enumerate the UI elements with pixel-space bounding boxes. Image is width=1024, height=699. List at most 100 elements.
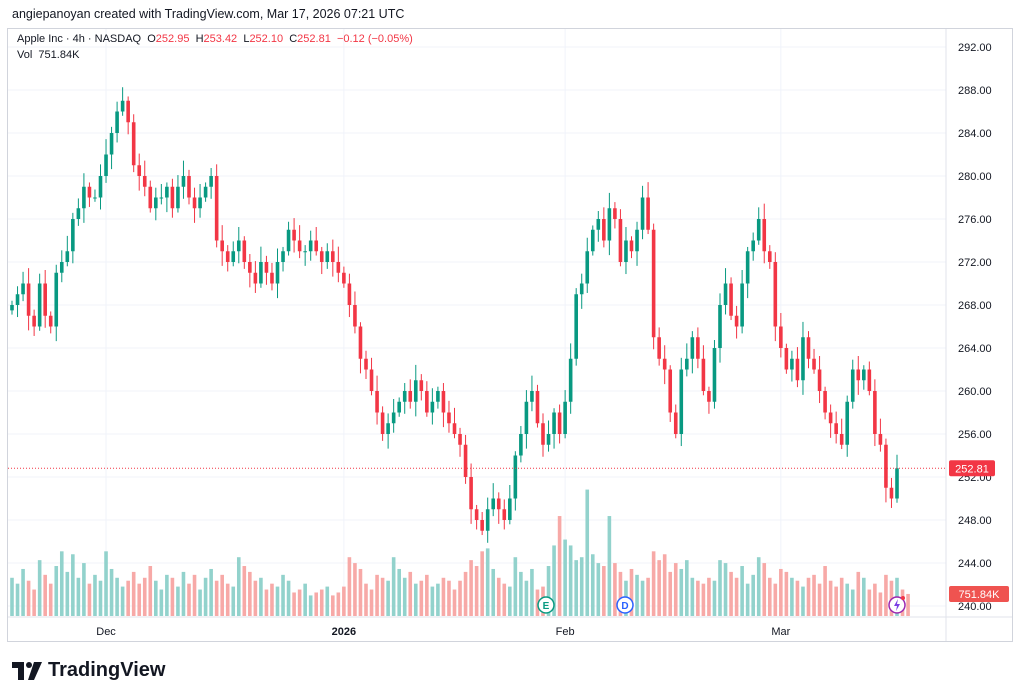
candle-body	[856, 369, 861, 381]
candle-body	[629, 240, 634, 252]
volume-bar	[76, 577, 81, 616]
volume-bar	[15, 583, 20, 616]
candle-body	[839, 434, 844, 445]
volume-bar	[685, 560, 689, 616]
volume-bar	[386, 580, 390, 616]
volume-bar	[519, 571, 523, 616]
candle-body	[712, 348, 717, 402]
volume-bar	[563, 539, 567, 616]
volume-legend: Vol 751.84K	[17, 49, 79, 61]
volume-bar	[71, 554, 75, 616]
candle-body	[82, 186, 86, 209]
volume-value: 751.84K	[38, 49, 80, 61]
volume-bar	[828, 580, 833, 616]
candle-body	[353, 305, 357, 327]
candle-body	[718, 305, 722, 348]
last-volume-badge	[949, 586, 1009, 602]
candle-body	[862, 369, 866, 381]
candle-body	[297, 240, 302, 252]
candle-body	[635, 229, 639, 252]
y-tick-label: 284.00	[958, 128, 992, 140]
earnings-marker-label: E	[543, 601, 550, 612]
volume-bar	[54, 566, 59, 616]
last-volume-label: 751.84K	[959, 589, 1001, 601]
candle-body	[690, 337, 695, 359]
candle-body	[386, 423, 390, 434]
candle-body	[314, 240, 319, 252]
volume-bar	[590, 554, 595, 616]
candle-body	[696, 337, 700, 359]
volume-bar	[779, 568, 783, 616]
volume-bar	[701, 583, 706, 616]
candle-body	[242, 240, 247, 262]
y-tick-label: 272.00	[958, 257, 992, 269]
candle-body	[154, 197, 158, 209]
candle-body	[71, 219, 75, 252]
candle-body	[248, 262, 252, 273]
last-price-badge	[949, 460, 995, 477]
volume-bar	[225, 583, 230, 616]
tradingview-logo[interactable]: TradingView	[12, 659, 165, 682]
candle-body	[602, 219, 606, 241]
volume-bar	[745, 583, 750, 616]
volume-bar	[292, 592, 296, 616]
open-label: O	[147, 33, 156, 45]
candle-body	[264, 262, 269, 273]
volume-bar	[740, 566, 744, 616]
volume-bar	[253, 580, 258, 616]
volume-bar	[187, 583, 191, 616]
candle-body	[148, 186, 153, 209]
volume-bar	[707, 577, 711, 616]
candle-body	[187, 176, 191, 198]
volume-bar	[391, 557, 396, 616]
candle-body	[93, 197, 97, 199]
candle-body	[828, 412, 833, 424]
candle-body	[198, 197, 202, 209]
candle-body	[37, 283, 42, 327]
candle-body	[745, 251, 750, 284]
candle-body	[203, 186, 208, 198]
candle-body	[231, 251, 236, 262]
chart-frame	[7, 28, 1013, 642]
candle-body	[452, 423, 457, 434]
volume-bar	[270, 583, 274, 616]
volume-bar	[469, 560, 473, 616]
volume-bar	[419, 580, 424, 616]
candle-body	[10, 305, 14, 311]
candle-body	[823, 391, 827, 413]
volume-bar	[657, 560, 661, 616]
candle-body	[618, 219, 623, 262]
candle-body	[657, 337, 661, 359]
high-label: H	[195, 33, 204, 45]
volume-bar	[369, 589, 374, 616]
candle-body	[236, 240, 241, 252]
candle-body	[568, 358, 573, 402]
candle-body	[170, 186, 175, 209]
low-label: L	[243, 33, 250, 45]
candle-body	[734, 315, 739, 327]
volume-bar	[491, 568, 496, 616]
candle-body	[342, 272, 346, 284]
candle-body	[32, 315, 36, 327]
volume-label: Vol	[17, 49, 33, 61]
volume-bar	[220, 574, 224, 616]
volume-bar	[602, 566, 606, 616]
candle-body	[873, 391, 877, 434]
candle-body	[220, 240, 224, 252]
candle-body	[159, 197, 164, 199]
volume-bar	[336, 592, 341, 616]
candle-body	[773, 262, 778, 327]
candle-body	[524, 401, 529, 434]
candle-body	[15, 294, 20, 305]
candle-body	[530, 391, 534, 402]
volume-bar	[734, 577, 739, 616]
volume-bar	[585, 489, 590, 616]
candle-body	[26, 283, 31, 316]
candle-body	[408, 391, 413, 402]
volume-bar	[806, 577, 811, 616]
volume-bar	[43, 574, 47, 616]
symbol-name[interactable]: Apple Inc · 4h · NASDAQ	[17, 33, 142, 45]
volume-bar	[613, 563, 617, 616]
candle-body	[474, 509, 479, 520]
